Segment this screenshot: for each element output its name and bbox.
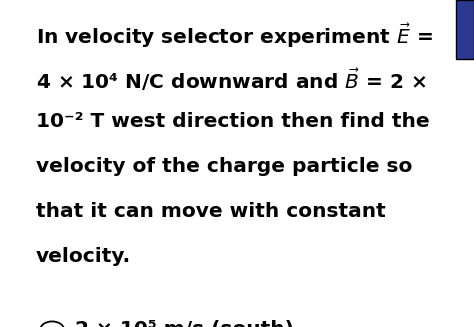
Text: that it can move with constant: that it can move with constant <box>36 202 385 221</box>
Text: 10⁻² T west direction then find the: 10⁻² T west direction then find the <box>36 112 429 130</box>
Text: velocity of the charge particle so: velocity of the charge particle so <box>36 157 412 176</box>
Text: 4 × 10⁴ N/C downward and $\vec{B}$ = 2 ×: 4 × 10⁴ N/C downward and $\vec{B}$ = 2 × <box>36 66 426 93</box>
Text: velocity.: velocity. <box>36 247 131 266</box>
Text: 2 × 10⁵ m/s (south): 2 × 10⁵ m/s (south) <box>75 320 293 327</box>
Text: In velocity selector experiment $\vec{E}$ =: In velocity selector experiment $\vec{E}… <box>36 21 432 50</box>
FancyBboxPatch shape <box>456 0 474 59</box>
